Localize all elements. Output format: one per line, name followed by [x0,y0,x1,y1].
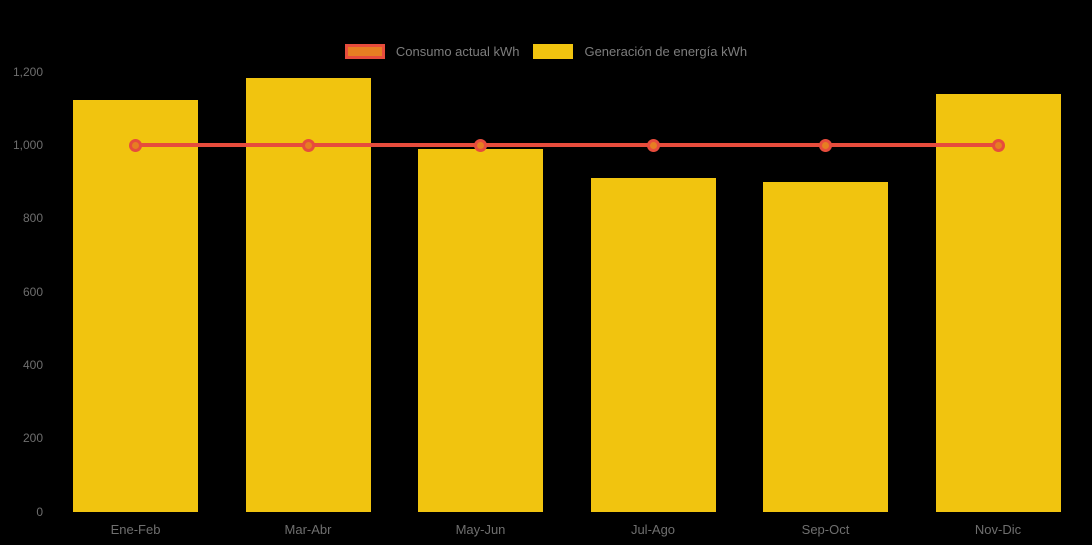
legend-swatch-consumo-icon [344,44,385,59]
legend-swatch-generacion-icon [533,44,574,59]
y-axis-tick-label: 800 [22,211,43,226]
y-axis-tick-label: 600 [22,284,43,299]
consumo-marker-mar-abr[interactable] [301,138,315,152]
x-axis-label-jul-ago: Jul-Ago [630,522,676,537]
consumo-line-segment [135,143,308,148]
legend-label-generacion: Generación de energía kWh [584,44,748,59]
x-axis-label-sep-oct: Sep-Oct [801,522,850,537]
consumo-line-segment [825,143,998,148]
consumo-line-segment [653,143,826,148]
y-axis-tick-label: 200 [22,431,43,446]
y-axis-tick-label: 1,200 [12,64,43,79]
consumo-line-segment [480,143,653,148]
consumo-line-segment [308,143,481,148]
x-axis-label-ene-feb: Ene-Feb [110,522,161,537]
legend-label-consumo: Consumo actual kWh [395,44,520,59]
x-axis-label-may-jun: May-Jun [455,522,506,537]
bar-may-jun[interactable] [418,149,543,512]
y-axis-tick-label: 400 [22,357,43,372]
legend-item-consumo-actual[interactable]: Consumo actual kWh [344,44,520,59]
chart-legend: Consumo actual kWh Generación de energía… [0,44,1092,59]
consumo-marker-may-jun[interactable] [474,138,487,152]
bar-sep-oct[interactable] [763,182,888,512]
x-axis-label-mar-abr: Mar-Abr [284,522,332,537]
x-axis-label-nov-dic: Nov-Dic [974,522,1022,537]
consumo-marker-sep-oct[interactable] [819,138,832,152]
bar-jul-ago[interactable] [590,178,716,512]
y-axis-tick-label: 0 [36,504,43,519]
consumo-marker-nov-dic[interactable] [991,138,1005,152]
legend-item-generacion-energia[interactable]: Generación de energía kWh [533,44,747,59]
consumo-marker-ene-feb[interactable] [129,138,142,152]
bar-nov-dic[interactable] [935,94,1061,512]
consumo-marker-jul-ago[interactable] [646,138,660,152]
bar-ene-feb[interactable] [73,99,198,512]
y-axis-tick-label: 1,000 [12,137,43,152]
